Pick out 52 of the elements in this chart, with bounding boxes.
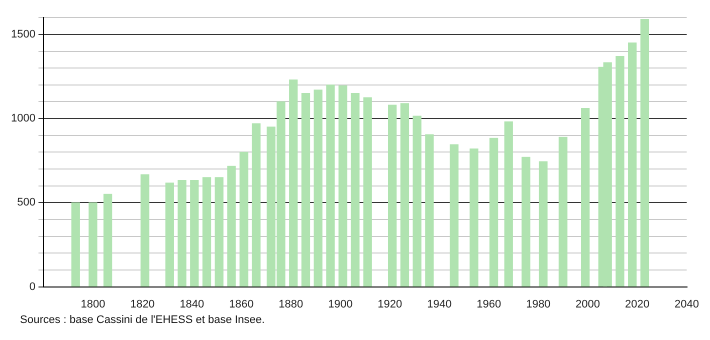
x-tick-label: 2040 <box>674 298 700 310</box>
bar <box>103 194 112 287</box>
bar <box>178 180 186 287</box>
bar <box>289 80 298 287</box>
bar <box>202 177 212 287</box>
x-tick-label: 1840 <box>180 298 204 310</box>
x-tick-label: 1980 <box>526 298 551 310</box>
source-note: Sources : base Cassini de l'EHESS et base Insee. <box>19 314 266 326</box>
bar <box>165 182 174 287</box>
bar <box>214 177 224 287</box>
bar <box>628 42 637 287</box>
bar <box>350 92 360 287</box>
bar <box>240 152 248 287</box>
bar <box>326 84 335 287</box>
bar <box>71 202 80 287</box>
bar <box>425 134 434 287</box>
bar <box>489 138 498 287</box>
x-tick-label: 1820 <box>130 298 155 310</box>
bar <box>338 85 348 287</box>
bar <box>388 104 397 287</box>
bar <box>88 202 98 287</box>
bar <box>227 166 236 287</box>
x-tick-label: 2000 <box>576 298 600 310</box>
bar <box>450 144 459 287</box>
y-tick-label: 1000 <box>10 112 36 125</box>
y-tick-label: 0 <box>29 280 36 293</box>
y-tick-label: 500 <box>17 196 36 209</box>
bar <box>580 108 590 287</box>
bar <box>640 18 650 287</box>
x-tick-label: 1960 <box>476 298 502 310</box>
bar <box>301 92 310 287</box>
bar <box>190 180 199 287</box>
x-tick-label: 1800 <box>80 298 106 310</box>
bar <box>412 116 422 287</box>
y-tick-label: 1500 <box>10 28 36 40</box>
bar <box>140 174 150 287</box>
x-tick-label: 1900 <box>328 298 353 310</box>
bar <box>504 121 513 287</box>
bar <box>252 123 261 287</box>
x-tick-label: 1860 <box>229 298 254 310</box>
bar <box>400 103 410 287</box>
x-tick-label: 1880 <box>278 298 304 310</box>
bar <box>558 136 568 287</box>
x-tick-label: 1920 <box>378 298 402 310</box>
bar <box>363 97 372 287</box>
bar <box>616 56 624 287</box>
bar <box>314 90 322 287</box>
bar <box>470 148 478 287</box>
bar <box>522 156 530 287</box>
bar <box>538 161 548 287</box>
x-tick-label: 2020 <box>625 298 650 310</box>
x-tick-label: 1940 <box>427 298 452 310</box>
